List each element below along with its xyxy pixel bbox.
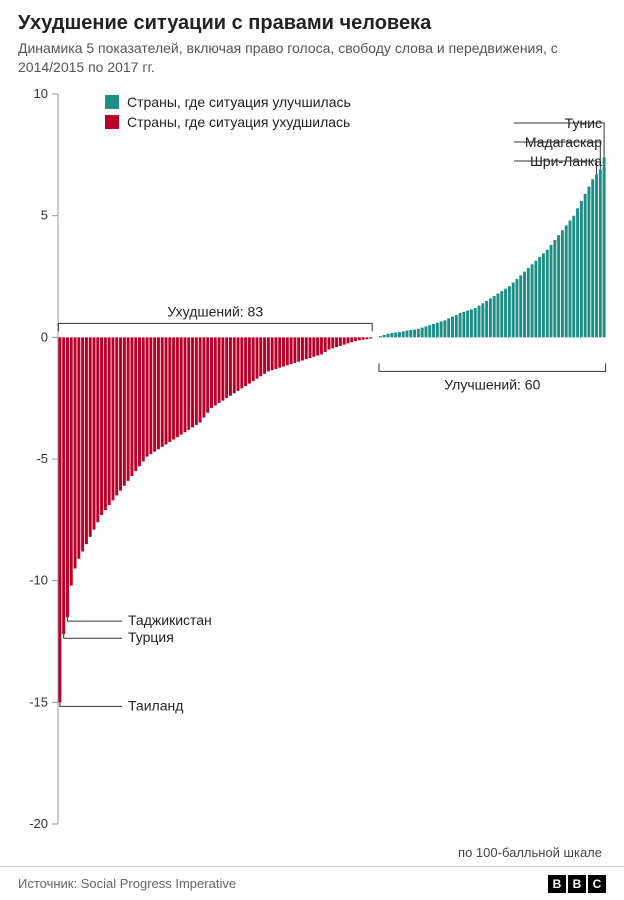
chart-svg: -20 -15 -10 -5 0 5 10 Ухудшений: 83 Улучшений: 6… [0, 84, 624, 852]
footer: Источник: Social Progress Imperative B B… [0, 866, 624, 900]
svg-text:Ухудшений: 83: Ухудшений: 83 [167, 303, 263, 319]
source-label: Источник: Social Progress Imperative [18, 876, 236, 891]
scale-note: по 100-балльной шкале [458, 845, 602, 860]
chart-title: Ухудшение ситуации с правами человека [0, 0, 624, 39]
chart-container: Ухудшение ситуации с правами человека Ди… [0, 0, 624, 900]
svg-text:-15: -15 [29, 694, 48, 709]
svg-text:Улучшений: 60: Улучшений: 60 [444, 376, 540, 392]
svg-text:Турция: Турция [128, 629, 174, 645]
svg-text:-20: -20 [29, 816, 48, 831]
chart-subtitle: Динамика 5 показателей, включая право го… [0, 39, 624, 83]
bbc-b2: B [568, 875, 586, 893]
svg-text:Таиланд: Таиланд [128, 697, 183, 713]
bbc-b1: B [548, 875, 566, 893]
bbc-logo: B B C [548, 875, 606, 893]
svg-text:-5: -5 [36, 451, 48, 466]
chart-area: -20 -15 -10 -5 0 5 10 Ухудшений: 83 Улучшений: 6… [0, 84, 624, 852]
svg-text:Таджикистан: Таджикистан [128, 612, 212, 628]
bbc-c: C [588, 875, 606, 893]
svg-text:5: 5 [41, 208, 48, 223]
svg-text:0: 0 [41, 329, 48, 344]
svg-text:10: 10 [34, 86, 48, 101]
svg-text:-10: -10 [29, 573, 48, 588]
